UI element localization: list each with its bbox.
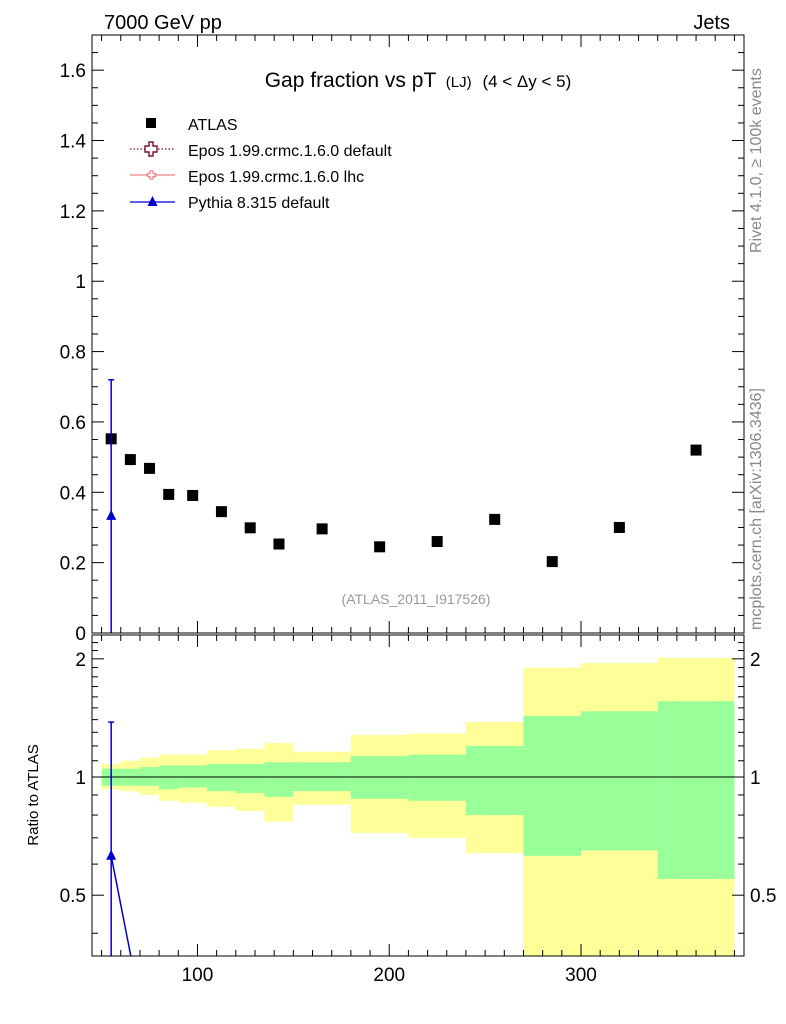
- ratio-band-stat: [207, 763, 236, 792]
- legend: ATLAS Epos 1.99.crmc.1.6.0 default Epos …: [130, 117, 392, 212]
- ratio-ytick-label: 2: [75, 650, 86, 671]
- mcplots-label: mcplots.cern.ch [arXiv:1306.3436]: [748, 388, 765, 630]
- atlas-point: [124, 454, 136, 466]
- atlas-point: [690, 444, 702, 456]
- main-title: Gap fraction vs pT (LJ) (4 < Δy < 5): [265, 69, 572, 92]
- ratio-y-ticks: 0.5 0.5 1 1 2 2: [60, 642, 776, 934]
- pythia-ratio-point: [106, 849, 117, 860]
- ratio-bands-layer: [101, 657, 735, 956]
- ratio-ytick-label-right: 1: [750, 768, 761, 789]
- ratio-band-stat: [408, 754, 466, 801]
- main-panel: 0 0.2 0.4 0.6 0.8 1 1.2 1.4 1.6 Gap fraction vs …: [60, 34, 745, 645]
- legend-marker-atlas: [146, 118, 156, 128]
- atlas-point: [613, 521, 625, 533]
- main-ytick-label: 1.6: [60, 61, 86, 82]
- ratio-ytick-label-right: 0.5: [750, 886, 776, 907]
- legend-entry-pythia: Pythia 8.315 default: [130, 195, 330, 212]
- main-ytick-label: 0.8: [60, 343, 86, 364]
- main-ytick-label: 1.4: [60, 132, 87, 153]
- main-series-layer: [105, 378, 702, 633]
- ratio-band-stat: [657, 701, 735, 879]
- main-x-ticks: [101, 35, 735, 633]
- legend-marker-epos-lhc: [146, 170, 157, 180]
- legend-marker-epos-default: [144, 141, 158, 157]
- legend-entry-epos-default: Epos 1.99.crmc.1.6.0 default: [130, 141, 392, 160]
- ratio-ylabel: Ratio to ATLAS: [25, 744, 42, 845]
- main-y-ticks: 0 0.2 0.4 0.6 0.8 1 1.2 1.4 1.6: [60, 52, 744, 645]
- legend-label-epos-lhc: Epos 1.99.crmc.1.6.0 lhc: [188, 169, 364, 186]
- main-title-subscript: (LJ): [446, 74, 472, 91]
- main-title-text: Gap fraction vs pT: [265, 69, 437, 92]
- atlas-point: [374, 541, 386, 553]
- main-ytick-label: 0: [75, 624, 86, 645]
- atlas-point: [163, 488, 175, 500]
- main-ytick-label: 0.2: [60, 554, 86, 575]
- ratio-frame: [91, 634, 745, 957]
- ratio-band-stat: [465, 745, 524, 816]
- xtick-label: 300: [565, 965, 597, 986]
- atlas-point: [489, 513, 501, 525]
- main-frame: [91, 34, 745, 634]
- pythia-point: [106, 509, 117, 520]
- main-title-range: (4 < Δy < 5): [482, 72, 571, 91]
- xtick-label: 100: [182, 965, 214, 986]
- category-label: Jets: [693, 12, 730, 34]
- beam-label: 7000 GeV pp: [104, 12, 222, 34]
- atlas-point: [273, 538, 285, 550]
- atlas-point: [215, 506, 227, 518]
- ratio-series-layer: [106, 721, 132, 956]
- main-ytick-label: 1: [75, 272, 86, 293]
- ratio-band-stat: [139, 767, 160, 786]
- atlas-point: [316, 523, 328, 535]
- legend-label-pythia: Pythia 8.315 default: [188, 195, 330, 212]
- legend-entry-epos-lhc: Epos 1.99.crmc.1.6.0 lhc: [130, 169, 364, 186]
- ratio-band-stat: [523, 716, 581, 856]
- legend-label-atlas: ATLAS: [188, 117, 238, 134]
- ratio-ytick-label: 1: [75, 768, 86, 789]
- ratio-band-stat: [581, 711, 658, 851]
- ratio-ytick-label-right: 2: [750, 650, 761, 671]
- ratio-band-stat: [264, 762, 294, 797]
- analysis-label: (ATLAS_2011_I917526): [342, 591, 491, 607]
- legend-entry-atlas: ATLAS: [146, 117, 238, 134]
- rivet-version-label: Rivet 4.1.0, ≥ 100k events: [748, 68, 765, 253]
- atlas-point: [144, 462, 156, 474]
- ratio-x-ticks: 100 200 300: [101, 635, 735, 986]
- main-ytick-label: 0.6: [60, 413, 86, 434]
- ratio-panel: 0.5 0.5 1 1 2 2 100 200 300 Ratio to ATLAS: [25, 634, 776, 986]
- pythia-ratio-line: [110, 855, 132, 956]
- legend-marker-pythia: [147, 196, 158, 206]
- xtick-label: 200: [373, 965, 405, 986]
- main-ytick-label: 0.4: [60, 483, 87, 504]
- atlas-point: [187, 489, 199, 501]
- atlas-point: [546, 556, 558, 568]
- main-ytick-label: 1.2: [60, 202, 86, 223]
- legend-label-epos-default: Epos 1.99.crmc.1.6.0 default: [188, 143, 392, 160]
- atlas-point: [244, 522, 256, 534]
- ratio-band-stat: [235, 763, 265, 794]
- atlas-point: [431, 536, 443, 548]
- ratio-ytick-label: 0.5: [60, 886, 86, 907]
